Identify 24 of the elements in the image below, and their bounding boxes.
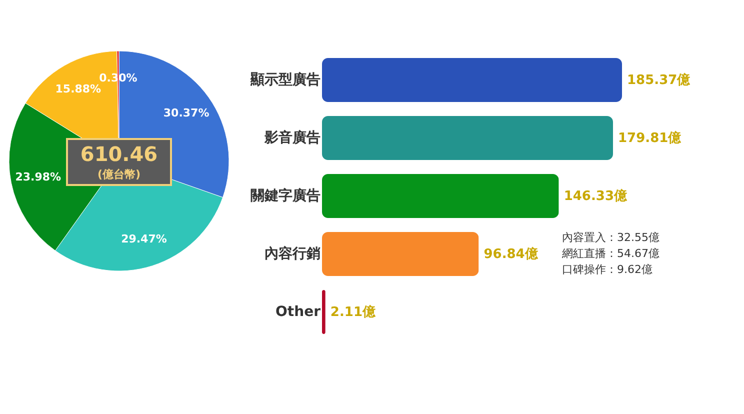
data-label: 96.84億 [484, 246, 539, 262]
text: 610.46 [80, 142, 158, 166]
data-label: 0.30% [99, 72, 138, 85]
text: (億台幣) [97, 168, 141, 181]
bar [322, 232, 479, 276]
data-label: 29.47% [121, 232, 167, 246]
data-label: 146.33億 [564, 188, 628, 204]
y-tick-label: 關鍵字廣告 [250, 187, 320, 204]
y-tick-label: 內容行銷 [264, 245, 320, 262]
data-label: 179.81億 [618, 130, 682, 146]
bar [322, 174, 559, 218]
data-label: 2.11億 [330, 304, 376, 320]
annotation: 內容置入：32.55億 [562, 231, 660, 244]
bar [322, 116, 613, 160]
annotation: 網紅直播：54.67億 [561, 247, 660, 260]
data-label: 185.37億 [627, 72, 692, 88]
y-tick-label: 影音廣告 [264, 129, 320, 146]
annotation: 口碑操作：9.62億 [562, 263, 652, 276]
y-tick-label: Other [276, 304, 321, 320]
y-tick-label: 顯示型廣告 [250, 71, 320, 88]
data-label: 30.37% [163, 106, 210, 120]
data-label: 23.98% [15, 170, 62, 184]
data-label: 15.88% [55, 82, 102, 96]
bar [322, 58, 622, 102]
